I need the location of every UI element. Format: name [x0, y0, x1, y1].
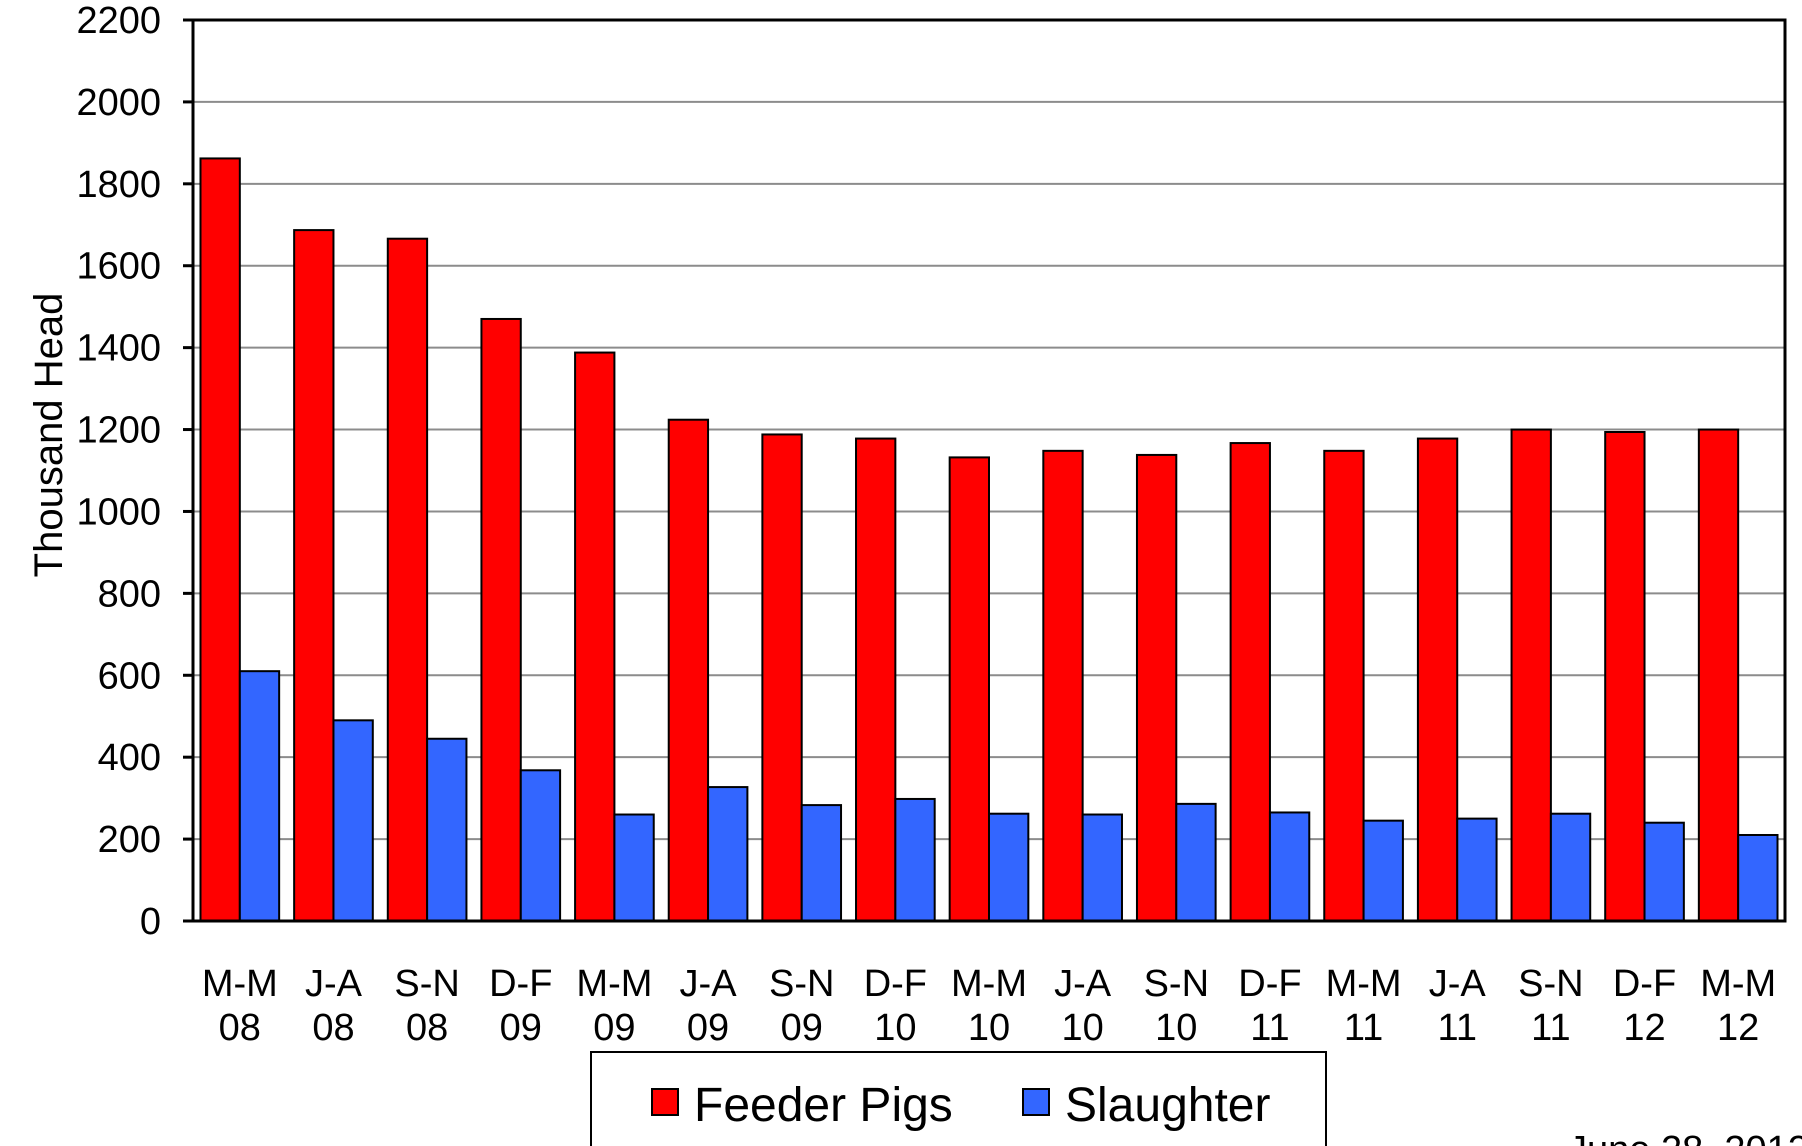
bar-slaughter [1175, 802, 1217, 922]
x-tick-label: S-N 08 [394, 963, 459, 1049]
y-tick-label: 800 [98, 573, 161, 615]
y-tick-label: 1400 [76, 328, 161, 370]
bar-slaughter [238, 670, 281, 922]
y-tick-label: 0 [140, 901, 161, 943]
bar-slaughter [707, 786, 749, 922]
bar-feeder-pigs [761, 433, 803, 922]
x-tick-label: J-A 10 [1054, 963, 1112, 1049]
x-axis-ticks: M-M 08 J-A 08 S-N 08 D-F 09 M-M 09 J-A 09 S-N 09 D-F 10… [202, 963, 1776, 1049]
bar-feeder-pigs [199, 157, 241, 922]
x-tick-label: D-F 10 [864, 963, 927, 1049]
bar-feeder-pigs [1135, 453, 1178, 922]
bar-slaughter [1549, 812, 1592, 923]
y-tick-label: 1600 [76, 246, 161, 288]
bar-slaughter [426, 737, 468, 922]
bar-slaughter [1737, 833, 1779, 923]
y-tick-label: 1800 [76, 164, 161, 206]
x-tick-label: J-A 08 [305, 963, 363, 1049]
bar-slaughter [800, 804, 843, 922]
x-tick-label: D-F 09 [489, 963, 552, 1049]
x-tick-label: D-F 11 [1238, 963, 1301, 1049]
legend-label: Feeder Pigs [694, 1079, 953, 1132]
bar-feeder-pigs [1697, 428, 1740, 922]
x-tick-label: M-M 12 [1700, 963, 1776, 1049]
bar-slaughter [613, 813, 655, 923]
bar-slaughter [988, 812, 1030, 923]
legend-swatch [1022, 1088, 1050, 1116]
y-axis-label: Thousand Head [27, 293, 71, 578]
bar-feeder-pigs [480, 317, 522, 922]
bar-feeder-pigs [1604, 431, 1646, 922]
bar-slaughter [1456, 817, 1498, 923]
y-tick-label: 1000 [76, 491, 161, 533]
bar-slaughter [1643, 821, 1685, 923]
legend: Feeder Pigs Slaughter [590, 1051, 1327, 1146]
y-tick-label: 200 [98, 819, 161, 861]
bar-slaughter [1362, 819, 1404, 923]
y-axis-ticks: 0 200 400 600 800 1000 1200 1400 1600 1800 2000 220… [76, 0, 193, 943]
plot-frame [191, 18, 1787, 923]
x-tick-label: M-M 11 [1326, 963, 1402, 1049]
legend-label: Slaughter [1065, 1079, 1270, 1132]
bar-feeder-pigs [948, 456, 990, 922]
bar-feeder-pigs [855, 437, 897, 922]
bar-feeder-pigs [1042, 449, 1084, 922]
x-tick-label: M-M 10 [951, 963, 1027, 1049]
x-tick-label: J-A 09 [680, 963, 738, 1049]
x-tick-label: D-F 12 [1613, 963, 1676, 1049]
bar-slaughter [332, 719, 374, 923]
x-tick-label: M-M 08 [202, 963, 278, 1049]
bar-feeder-pigs [1323, 449, 1365, 922]
date-footnote: June 28, 2012 [1568, 1129, 1802, 1146]
bars [199, 157, 1779, 923]
x-tick-label: J-A 11 [1429, 963, 1487, 1049]
bar-slaughter [1081, 813, 1123, 923]
bar-feeder-pigs [1416, 437, 1459, 922]
bar-slaughter [519, 769, 562, 923]
bar-slaughter [894, 797, 936, 922]
bar-feeder-pigs [1510, 428, 1552, 922]
legend-swatch [651, 1088, 679, 1116]
bar-feeder-pigs [1229, 442, 1271, 922]
x-tick-label: S-N 10 [1144, 963, 1209, 1049]
bar-feeder-pigs [293, 229, 335, 923]
bar-feeder-pigs [574, 351, 616, 922]
x-tick-label: S-N 11 [1518, 963, 1583, 1049]
y-tick-label: 400 [98, 737, 161, 779]
bar-feeder-pigs [667, 418, 710, 922]
x-tick-label: M-M 09 [576, 963, 652, 1049]
bar-feeder-pigs [386, 237, 429, 922]
y-tick-label: 1200 [76, 410, 161, 452]
y-tick-label: 2000 [76, 82, 161, 124]
y-tick-label: 600 [98, 655, 161, 697]
legend-box [590, 1051, 1327, 1146]
x-tick-label: S-N 09 [769, 963, 834, 1049]
y-tick-label: 2200 [76, 0, 161, 42]
bar-slaughter [1268, 811, 1311, 923]
